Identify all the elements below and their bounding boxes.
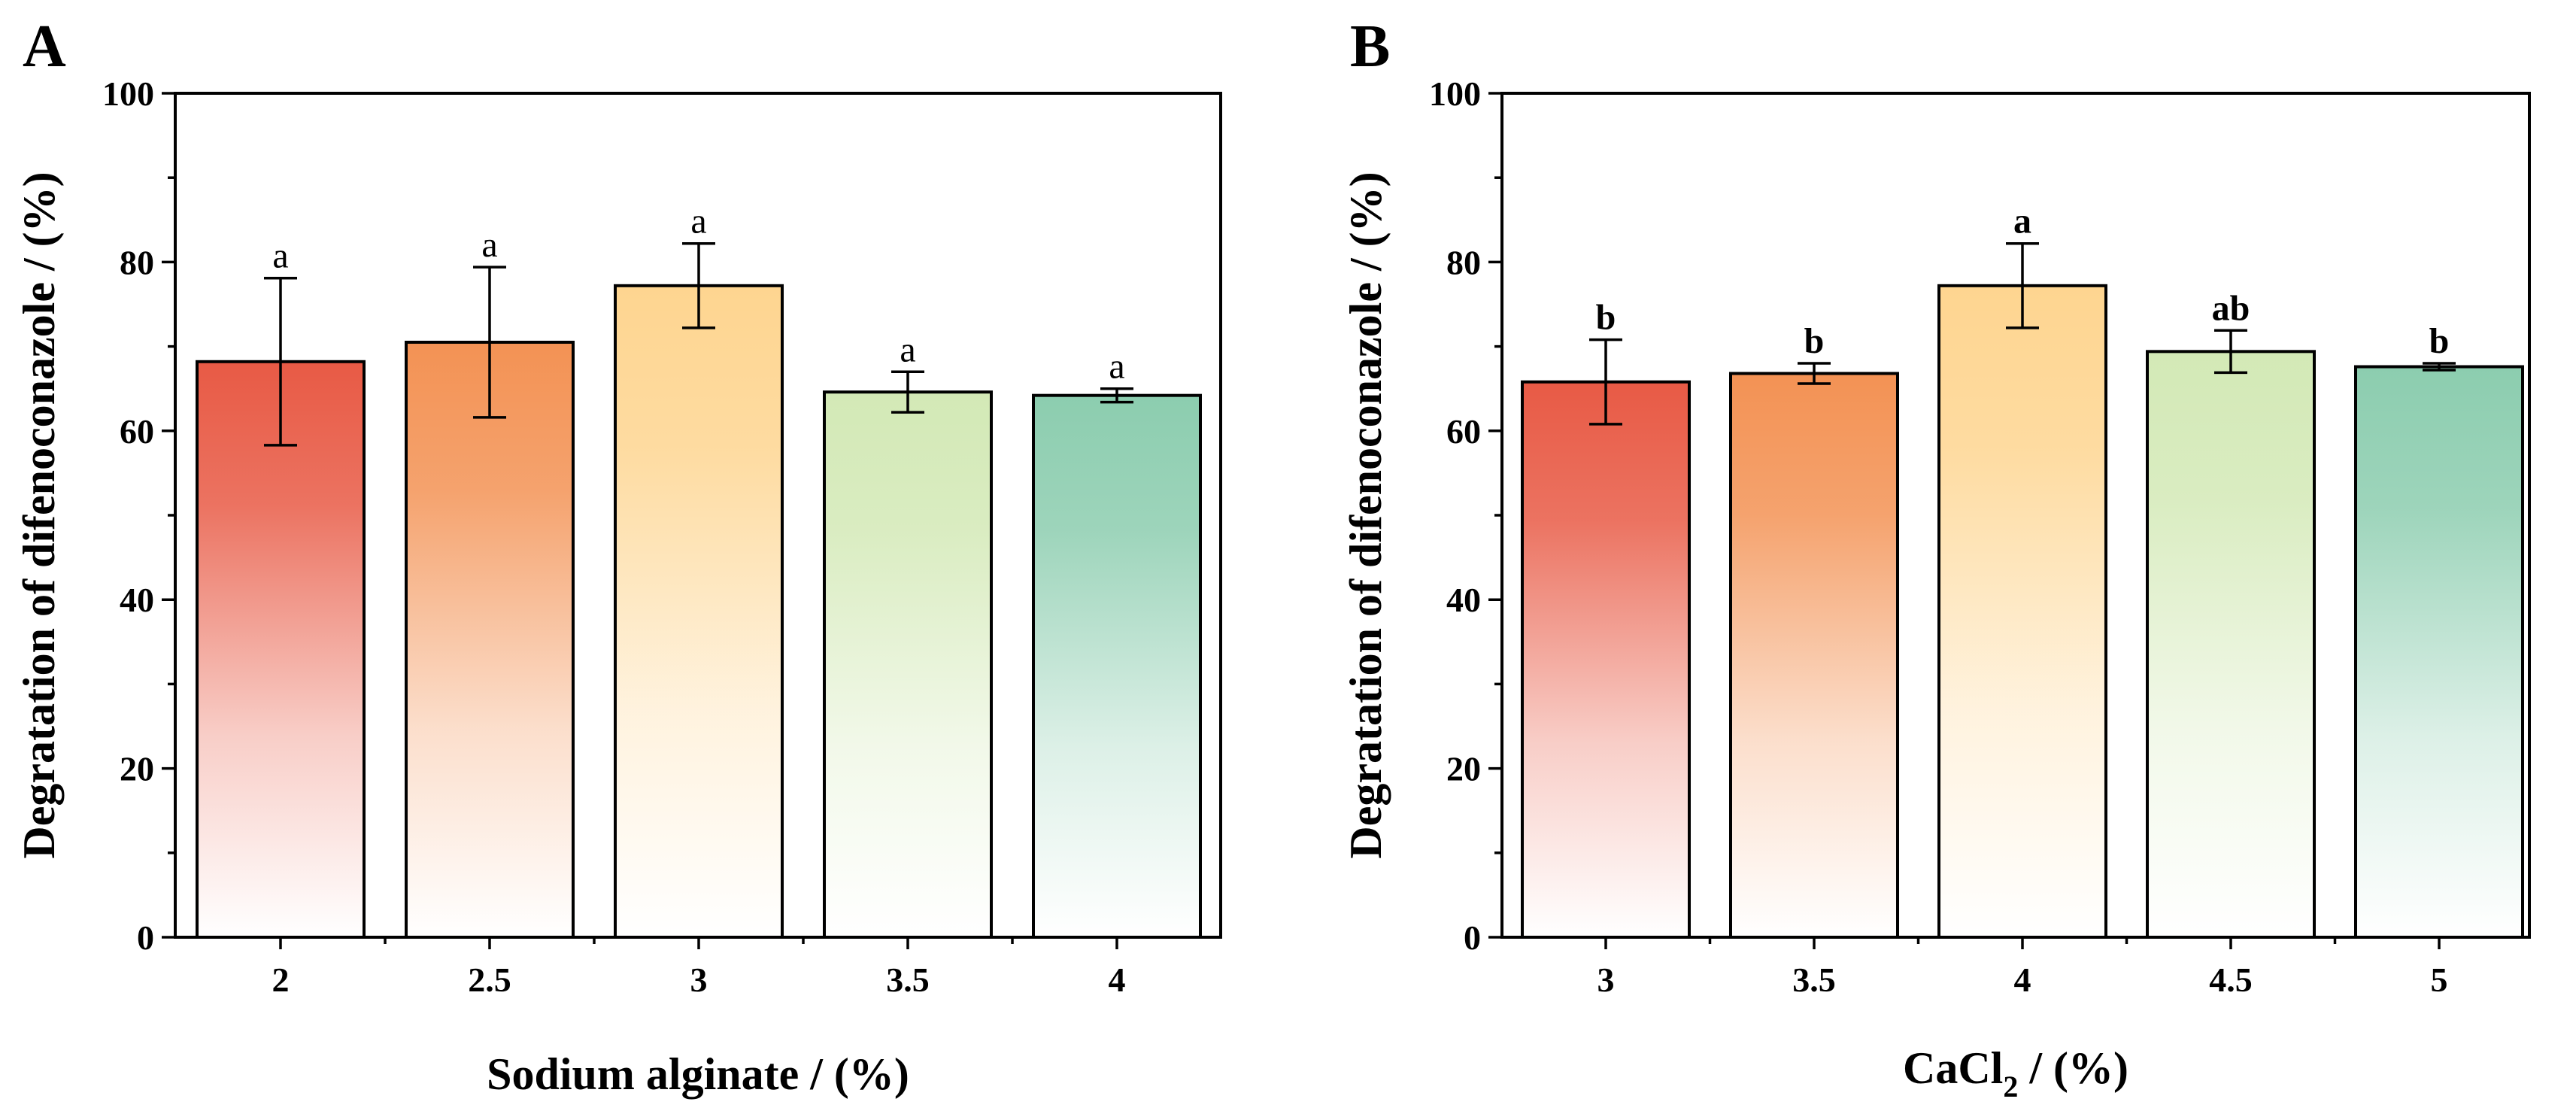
y-tick-label: 60 xyxy=(1446,412,1481,451)
bar-4 xyxy=(1032,393,1202,939)
error-bar-4 xyxy=(2006,241,2039,329)
error-bar-3.5 xyxy=(891,370,924,414)
bar-3.5 xyxy=(1729,372,1899,939)
x-tick-label: 4 xyxy=(2014,961,2031,999)
error-bar-4 xyxy=(1100,387,1133,404)
significance-label-3: b xyxy=(1596,298,1616,338)
x-tick-label: 4 xyxy=(1109,961,1126,999)
x-axis-title-subscript: 2 xyxy=(2003,1070,2018,1103)
significance-label-3.5: a xyxy=(900,329,915,369)
x-axis-title-main: CaCl xyxy=(1903,1043,2003,1093)
x-tick-label: 2 xyxy=(272,961,290,999)
bar-2 xyxy=(196,360,366,939)
axes-group: 3 3.5 4 4.5 5 0 20 40 60 80 100 xyxy=(1429,74,2448,999)
bar-4 xyxy=(1937,284,2107,939)
x-tick-label: 4.5 xyxy=(2209,961,2253,999)
y-tick-label: 60 xyxy=(120,412,154,451)
panel-label: B xyxy=(1350,14,1390,80)
x-tick-label: 3.5 xyxy=(1792,961,1836,999)
significance-label-3.5: b xyxy=(1804,321,1825,361)
significance-label-2: a xyxy=(272,236,288,276)
chart-panel-b: B b b a ab b 3 3.5 4 4.5 5 0 20 40 60 80 100 CaCl2 / (… xyxy=(1341,14,2531,1103)
x-tick-label: 3.5 xyxy=(886,961,930,999)
significance-label-4: a xyxy=(1109,347,1124,387)
x-tick-label: 3 xyxy=(690,961,708,999)
error-bar-5 xyxy=(2423,362,2456,372)
y-tick-label: 80 xyxy=(1446,243,1481,281)
x-axis-title: Sodium alginate / (%) xyxy=(487,1049,909,1099)
bar-4.5 xyxy=(2146,350,2316,939)
bars-group: a a a a a xyxy=(196,202,1202,939)
y-tick-label: 80 xyxy=(120,243,154,281)
x-tick-label: 5 xyxy=(2431,961,2448,999)
panel-label: A xyxy=(23,14,66,80)
bar-3 xyxy=(614,284,784,939)
significance-label-4: a xyxy=(2013,202,2031,241)
y-tick-label: 0 xyxy=(137,918,154,957)
significance-label-4.5: ab xyxy=(2212,288,2250,328)
y-tick-label: 20 xyxy=(1446,750,1481,788)
bars-group: b b a ab b xyxy=(1521,202,2524,939)
y-tick-label: 0 xyxy=(1464,918,1481,957)
y-tick-label: 100 xyxy=(102,74,154,113)
error-bar-3 xyxy=(682,241,715,329)
significance-label-3: a xyxy=(690,202,706,241)
bar-5 xyxy=(2354,365,2524,939)
x-tick-label: 2.5 xyxy=(468,961,511,999)
y-tick-label: 20 xyxy=(120,750,154,788)
error-bar-2 xyxy=(264,276,297,447)
error-bar-4.5 xyxy=(2214,329,2247,375)
y-tick-label: 100 xyxy=(1429,74,1481,113)
x-axis-title: CaCl2 / (%) xyxy=(1903,1043,2128,1103)
y-axis-title: Degratation of difenoconazole / (%) xyxy=(14,171,64,858)
bar-3.5 xyxy=(823,390,993,939)
y-axis-title: Degratation of difenoconazole / (%) xyxy=(1341,171,1391,858)
error-bar-2.5 xyxy=(473,266,506,419)
y-tick-label: 40 xyxy=(120,581,154,619)
y-tick-label: 40 xyxy=(1446,581,1481,619)
bar-2.5 xyxy=(405,340,575,939)
significance-label-5: b xyxy=(2429,321,2450,361)
x-axis-title-suffix: / (%) xyxy=(2018,1043,2128,1093)
error-bar-3 xyxy=(1589,338,1622,426)
x-tick-label: 3 xyxy=(1597,961,1615,999)
bar-3 xyxy=(1521,380,1691,939)
error-bar-3.5 xyxy=(1798,362,1831,385)
significance-label-2.5: a xyxy=(481,225,497,265)
